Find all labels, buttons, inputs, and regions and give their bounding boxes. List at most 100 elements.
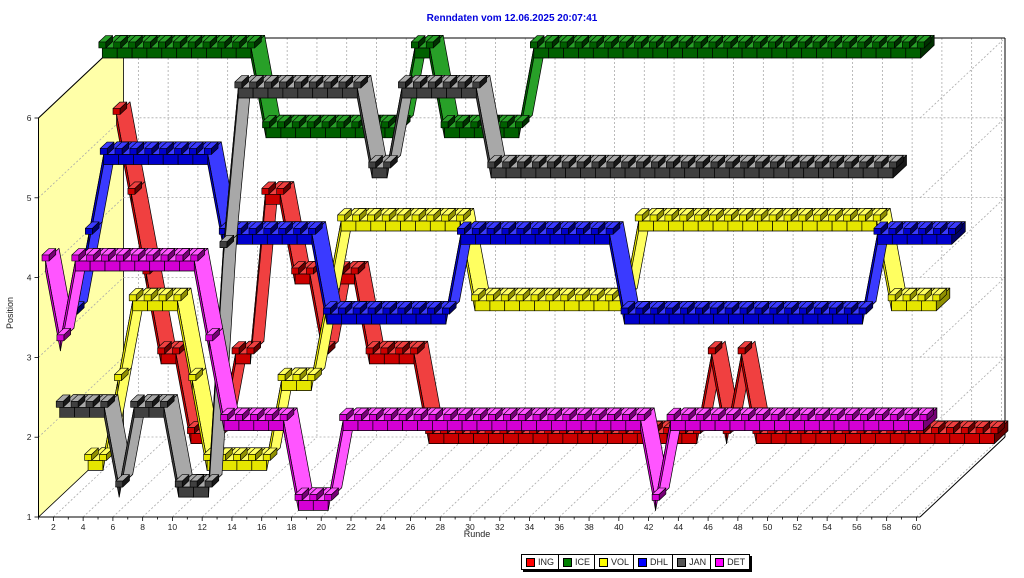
ribbon-front-JAN bbox=[565, 167, 581, 179]
marker-front-JAN bbox=[576, 161, 585, 169]
marker-front-DET bbox=[636, 414, 645, 421]
marker-front-DET bbox=[726, 414, 734, 421]
x-tick-label: 30 bbox=[465, 522, 475, 532]
marker-front-DET bbox=[41, 254, 50, 262]
marker-front-DET bbox=[294, 494, 303, 501]
ribbon-front-VOL bbox=[801, 220, 818, 232]
ribbon-front-DET bbox=[714, 420, 731, 431]
marker-front-JAN bbox=[517, 161, 525, 169]
marker-front-ICE bbox=[440, 121, 449, 129]
chart-title: Renndaten vom 12.06.2025 20:07:41 bbox=[426, 13, 598, 24]
ribbon-front-JAN bbox=[535, 167, 552, 179]
gridline-floor bbox=[499, 436, 586, 518]
ribbon-front-DET bbox=[789, 420, 805, 431]
marker-front-ICE bbox=[262, 121, 270, 129]
marker-front-ICE bbox=[425, 41, 434, 49]
ribbon-front-JAN bbox=[282, 87, 299, 99]
x-tick-label: 52 bbox=[793, 522, 803, 532]
marker-front-DHL bbox=[754, 307, 763, 315]
marker-front-DHL bbox=[635, 307, 644, 315]
marker-front-VOL bbox=[634, 214, 643, 222]
ribbon-front-ICE bbox=[176, 47, 192, 59]
gridline-floor bbox=[886, 436, 972, 518]
gridline-floor bbox=[410, 436, 496, 518]
legend-item-DHL: DHL bbox=[633, 555, 672, 569]
marker-front-DHL bbox=[888, 228, 897, 235]
gridline-floor bbox=[469, 436, 556, 518]
ribbon-front-ING bbox=[964, 433, 980, 444]
marker-front-JAN bbox=[651, 161, 659, 169]
x-axis-title: Runde bbox=[463, 529, 491, 539]
marker-front-DHL bbox=[114, 148, 123, 155]
marker-front-VOL bbox=[515, 294, 524, 302]
ribbon-front-ING bbox=[860, 433, 876, 444]
marker-front-VOL bbox=[471, 294, 479, 302]
ribbon-front-ICE bbox=[637, 47, 654, 59]
ribbon-front-DET bbox=[476, 420, 493, 431]
gridline-floor bbox=[529, 436, 615, 518]
ribbon-front-DHL bbox=[534, 233, 551, 245]
marker-front-VOL bbox=[798, 214, 807, 222]
marker-front-JAN bbox=[264, 81, 272, 89]
ribbon-front-VOL bbox=[296, 380, 312, 391]
marker-front-JAN bbox=[115, 480, 123, 488]
marker-front-ICE bbox=[604, 41, 613, 49]
marker-front-JAN bbox=[160, 400, 168, 408]
marker-front-JAN bbox=[844, 161, 853, 169]
marker-front-ING bbox=[380, 347, 389, 355]
y-tick-label: 3 bbox=[27, 352, 32, 362]
ribbon-front-DHL bbox=[281, 233, 298, 245]
marker-front-ING bbox=[737, 347, 746, 355]
ribbon-front-DHL bbox=[147, 154, 164, 165]
marker-front-DET bbox=[309, 494, 318, 501]
marker-front-ING bbox=[172, 347, 180, 355]
marker-front-VOL bbox=[233, 454, 241, 461]
marker-front-JAN bbox=[234, 81, 243, 89]
marker-front-DET bbox=[607, 414, 615, 421]
ribbon-front-VOL bbox=[281, 380, 297, 391]
marker-front-DHL bbox=[873, 228, 882, 235]
marker-front-DET bbox=[279, 414, 288, 421]
marker-front-DET bbox=[502, 414, 511, 421]
ribbon-front-DET bbox=[253, 420, 270, 431]
ribbon-front-ING bbox=[875, 433, 891, 444]
ribbon-front-DHL bbox=[549, 233, 566, 245]
marker-front-DHL bbox=[933, 228, 941, 235]
marker-front-JAN bbox=[770, 161, 778, 169]
marker-front-VOL bbox=[441, 214, 450, 222]
marker-front-ICE bbox=[113, 41, 121, 49]
marker-front-ICE bbox=[410, 41, 419, 49]
ribbon-front-JAN bbox=[818, 167, 834, 179]
marker-front-ING bbox=[306, 267, 314, 275]
ribbon-front-JAN bbox=[877, 167, 894, 179]
ribbon-front-JAN bbox=[148, 406, 165, 418]
ribbon-front-ING bbox=[830, 433, 846, 444]
ribbon-front-JAN bbox=[446, 87, 462, 99]
marker-front-ING bbox=[990, 427, 999, 434]
ribbon-front-JAN bbox=[684, 167, 700, 179]
ribbon-front-DET bbox=[863, 420, 880, 431]
marker-front-JAN bbox=[472, 81, 481, 89]
ribbon-front-JAN bbox=[773, 167, 790, 179]
gridline-wall-right bbox=[919, 277, 1006, 358]
marker-front-JAN bbox=[293, 81, 302, 89]
ribbon-front-JAN bbox=[178, 486, 194, 498]
ribbon-front-JAN bbox=[743, 167, 760, 179]
marker-front-ICE bbox=[797, 41, 806, 49]
marker-front-ICE bbox=[529, 41, 538, 49]
marker-front-VOL bbox=[292, 374, 301, 381]
ribbon-front-DHL bbox=[624, 313, 640, 325]
ribbon-front-JAN bbox=[788, 167, 805, 179]
marker-front-ICE bbox=[143, 41, 151, 49]
marker-front-VOL bbox=[486, 294, 494, 302]
ribbon-front-JAN bbox=[654, 167, 671, 179]
marker-front-JAN bbox=[279, 81, 287, 89]
x-tick-label: 2 bbox=[51, 522, 56, 532]
ribbon-front-DET bbox=[432, 420, 448, 431]
legend-item-ING: ING bbox=[522, 555, 558, 569]
legend-swatch-VOL bbox=[599, 557, 609, 567]
ribbon-front-DET bbox=[670, 420, 686, 431]
marker-front-DHL bbox=[680, 307, 688, 315]
marker-front-JAN bbox=[145, 400, 153, 408]
